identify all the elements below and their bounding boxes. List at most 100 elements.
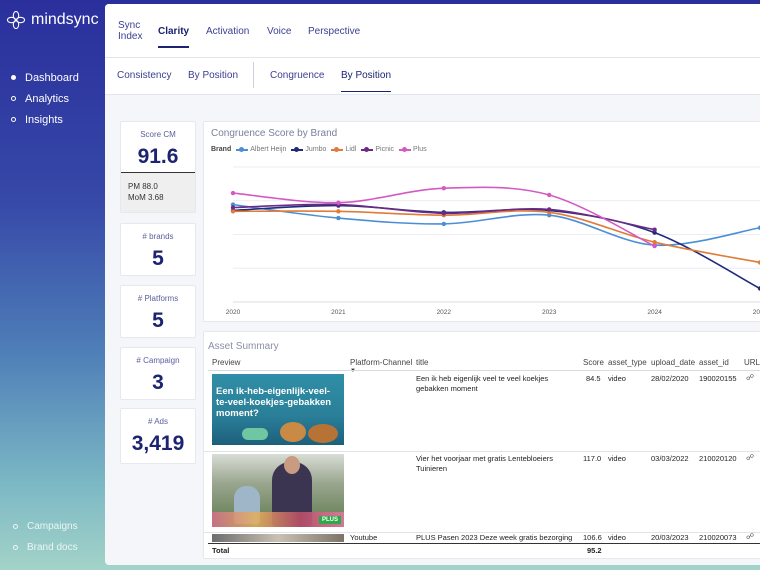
campaign-value: 3 xyxy=(152,371,164,394)
secondary-tabs: Consistency By Position Congruence By Po… xyxy=(105,58,760,95)
ads-label: # Ads xyxy=(147,417,168,426)
thumbnail-spring[interactable]: PLUS xyxy=(212,454,344,527)
score-value: 91.6 xyxy=(137,145,179,168)
legend-item-lidl[interactable]: Lidl xyxy=(331,146,356,153)
row-asset-type: video xyxy=(608,533,626,542)
brands-value: 5 xyxy=(152,247,164,270)
bullet-icon xyxy=(11,96,16,101)
platforms-card: # Platforms 5 xyxy=(120,285,196,338)
bullet-icon xyxy=(13,524,18,529)
thumbnail-easter[interactable] xyxy=(212,534,344,542)
bullet-icon xyxy=(11,117,16,122)
tab-activation[interactable]: Activation xyxy=(206,26,250,37)
data-point-albert-heijn xyxy=(441,221,446,227)
cookie-shape xyxy=(242,428,268,440)
brands-card: # brands 5 xyxy=(120,223,196,276)
col-header-asset-id[interactable]: asset_id xyxy=(699,358,729,367)
congruence-chart-card: Congruence Score by Brand Brand Albert H… xyxy=(203,121,760,322)
thumbnail-caption: Een ik-heb-eigenlijk-veel-te-veel-koekje… xyxy=(216,386,332,419)
row-title: PLUS Pasen 2023 Deze week gratis bezorgi… xyxy=(416,533,573,542)
row-score: 84.5 xyxy=(586,374,601,383)
row-asset-type: video xyxy=(608,374,626,383)
col-header-url[interactable]: URL xyxy=(744,358,760,367)
sidebar-bottom-nav: Campaigns Brand docs xyxy=(13,516,78,558)
col-header-asset-type[interactable]: asset_type xyxy=(608,358,647,367)
x-tick-label: 2025 xyxy=(753,309,760,316)
row-asset-type: video xyxy=(608,454,626,463)
x-tick-label: 2022 xyxy=(437,309,452,316)
brands-label: # brands xyxy=(142,232,174,241)
legend-item-albert-heijn[interactable]: Albert Heijn xyxy=(236,146,286,153)
cookie-shape xyxy=(308,424,338,443)
legend-item-plus[interactable]: Plus xyxy=(399,146,427,153)
asset-summary-card: Asset Summary Preview Platform-Channel ▼… xyxy=(203,331,760,559)
legend-item-jumbo[interactable]: Jumbo xyxy=(291,146,326,153)
table-row[interactable]: Youtube PLUS Pasen 2023 Deze week gratis… xyxy=(204,533,760,542)
tab-voice[interactable]: Voice xyxy=(267,26,292,37)
col-header-title[interactable]: title xyxy=(416,358,429,367)
col-header-score[interactable]: Score xyxy=(583,358,604,367)
x-tick-label: 2021 xyxy=(331,309,346,316)
link-icon[interactable]: ☍ xyxy=(746,373,755,382)
sort-down-icon[interactable]: ▼ xyxy=(350,368,356,374)
x-tick-label: 2020 xyxy=(226,309,241,316)
tab-consistency[interactable]: Consistency xyxy=(117,70,172,81)
row-upload-date: 28/02/2020 xyxy=(651,374,689,383)
data-point-lidl xyxy=(230,209,236,214)
table-total-row: Total 95.2 xyxy=(208,543,760,558)
campaign-card: # Campaign 3 xyxy=(120,347,196,400)
legend-title: Brand xyxy=(211,146,232,153)
tab-congruence-by-position[interactable]: By Position xyxy=(341,70,392,92)
data-point-lidl xyxy=(652,240,657,245)
row-upload-date: 20/03/2023 xyxy=(651,533,689,542)
table-row[interactable]: PLUS Vier het voorjaar met gratis Lenteb… xyxy=(204,452,760,533)
series-line-lidl xyxy=(232,210,760,264)
flower-logo-icon xyxy=(7,11,25,29)
primary-tabs: Sync Index Clarity Activation Voice Pers… xyxy=(105,4,760,58)
platforms-value: 5 xyxy=(152,309,164,332)
link-icon[interactable]: ☍ xyxy=(746,453,755,462)
sidebar-item-brand-docs[interactable]: Brand docs xyxy=(13,537,78,558)
sidebar-nav: Dashboard Analytics Insights xyxy=(11,67,79,130)
legend-swatch xyxy=(236,146,249,152)
data-point-plus xyxy=(230,190,236,196)
legend-swatch xyxy=(331,146,344,152)
chart-legend: Brand Albert Heijn Jumbo Lidl Picnic Plu… xyxy=(211,146,427,153)
bullet-icon xyxy=(11,75,16,80)
row-asset-id: 210020120 xyxy=(699,454,737,463)
sidebar-item-dashboard[interactable]: Dashboard xyxy=(11,67,79,88)
tab-perspective[interactable]: Perspective xyxy=(308,26,361,37)
header-divider xyxy=(208,370,760,371)
legend-item-picnic[interactable]: Picnic xyxy=(361,146,394,153)
link-icon[interactable]: ☍ xyxy=(746,533,755,541)
data-point-picnic xyxy=(441,211,446,216)
tab-sync-index[interactable]: Sync Index xyxy=(118,20,143,42)
data-point-plus xyxy=(547,192,552,198)
data-point-jumbo xyxy=(757,286,760,291)
thumbnail-cookies[interactable]: Een ik-heb-eigenlijk-veel-te-veel-koekje… xyxy=(212,374,344,445)
col-header-platform[interactable]: Platform-Channel xyxy=(350,358,413,367)
sidebar-item-analytics[interactable]: Analytics xyxy=(11,88,79,109)
row-score: 117.0 xyxy=(583,454,602,463)
x-tick-label: 2024 xyxy=(647,309,662,316)
tab-consistency-by-position[interactable]: By Position xyxy=(188,70,239,81)
chart-title: Congruence Score by Brand xyxy=(211,128,338,139)
sidebar-item-campaigns[interactable]: Campaigns xyxy=(13,516,78,537)
tab-clarity[interactable]: Clarity xyxy=(158,26,190,48)
sidebar-item-insights[interactable]: Insights xyxy=(11,109,79,130)
ads-card: # Ads 3,419 xyxy=(120,408,196,464)
tab-congruence[interactable]: Congruence xyxy=(270,70,325,81)
col-header-upload-date[interactable]: upload_date xyxy=(651,358,696,367)
row-platform: Youtube xyxy=(350,533,378,542)
row-upload-date: 03/03/2022 xyxy=(651,454,689,463)
col-header-preview[interactable]: Preview xyxy=(212,358,241,367)
table-row[interactable]: Een ik-heb-eigenlijk-veel-te-veel-koekje… xyxy=(204,372,760,452)
row-title: Vier het voorjaar met gratis Lentebloeie… xyxy=(416,454,554,473)
total-score: 95.2 xyxy=(587,546,602,555)
main-panel: Sync Index Clarity Activation Voice Pers… xyxy=(105,4,760,565)
score-comparison: PM 88.0 MoM 3.68 xyxy=(121,172,195,212)
table-title: Asset Summary xyxy=(208,341,279,352)
brand-logo[interactable]: mindsync xyxy=(7,11,99,29)
data-point-lidl xyxy=(757,260,760,265)
score-label: Score CM xyxy=(140,130,176,139)
